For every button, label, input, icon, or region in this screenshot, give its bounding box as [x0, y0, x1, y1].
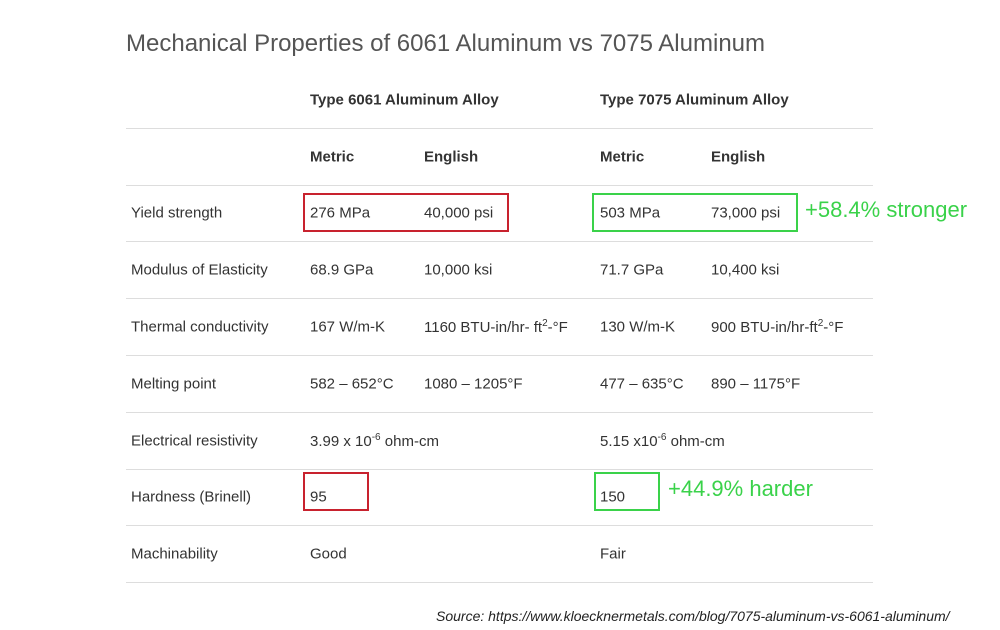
cell-e2: 900 BTU-in/hr-ft2-°F: [711, 318, 843, 336]
cell-label: Yield strength: [131, 204, 223, 222]
cell-part: -°F: [547, 319, 568, 337]
cell-m1: Good: [310, 545, 347, 563]
cell-m2: 71.7 GPa: [600, 261, 664, 279]
cell-label: Melting point: [131, 375, 217, 393]
cell-m2: 477 – 635°C: [600, 375, 684, 393]
header-english-7075: English: [711, 148, 766, 166]
harder-annotation: +44.9% harder: [668, 476, 813, 501]
cell-m1: 68.9 GPa: [310, 261, 374, 279]
table-row: Electrical resistivity 3.99 x 10-6 ohm-cm…: [126, 413, 873, 470]
cell-e1: 1080 – 1205°F: [424, 375, 523, 393]
cell-label: Modulus of Elasticity: [131, 261, 268, 279]
cell-m2: Fair: [600, 545, 626, 563]
table-row: Modulus of Elasticity 68.9 GPa 10,000 ksi 7…: [126, 242, 873, 300]
cell-e2: 10,400 ksi: [711, 261, 780, 279]
header-6061: Type 6061 Aluminum Alloy: [310, 91, 499, 109]
header-english-6061: English: [424, 148, 479, 166]
cell-m2: 5.15 x10-6 ohm-cm: [600, 432, 725, 450]
cell-m2: 150: [600, 488, 626, 506]
cell-m1: 3.99 x 10-6 ohm-cm: [310, 432, 439, 450]
table-row: Yield strength 276 MPa 40,000 psi 503 MPa 73…: [126, 186, 873, 243]
cell-part: 5.15 x10: [600, 432, 658, 450]
source-citation: Source: https://www.kloecknermetals.com/…: [436, 608, 950, 624]
cell-label: Electrical resistivity: [131, 432, 258, 450]
cell-m1: 582 – 652°C: [310, 375, 394, 393]
cell-m2: 503 MPa: [600, 204, 661, 222]
table-row: Thermal conductivity 167 W/m-K 1160 BTU-in…: [126, 299, 873, 356]
table-row: Melting point 582 – 652°C 1080 – 1205°F 477…: [126, 356, 873, 413]
cell-part: -6: [657, 431, 667, 443]
highlight-box-6061-yield: [303, 193, 509, 232]
cell-part: -6: [371, 431, 381, 443]
cell-e1: 40,000 psi: [424, 204, 494, 222]
cell-e1: 1160 BTU-in/hr- ft2-°F: [424, 318, 568, 336]
header-metric-7075: Metric: [600, 148, 645, 166]
cell-part: 2: [542, 318, 548, 330]
highlight-box-6061-hardness: [303, 472, 369, 511]
stronger-annotation: +58.4% stronger: [805, 197, 968, 222]
cell-part: ohm-cm: [666, 432, 725, 450]
properties-table: Type 6061 Aluminum Alloy Type 7075 Alumi…: [126, 72, 873, 584]
table-row: Machinability Good Fair: [126, 526, 873, 584]
cell-m1: 167 W/m-K: [310, 318, 386, 336]
cell-m1: 276 MPa: [310, 204, 371, 222]
header-metric-6061: Metric: [310, 148, 355, 166]
cell-e2: 890 – 1175°F: [711, 375, 801, 393]
cell-e1: 10,000 ksi: [424, 261, 493, 279]
header-7075: Type 7075 Aluminum Alloy: [600, 91, 789, 109]
cell-e2: 73,000 psi: [711, 204, 781, 222]
cell-part: 2: [817, 318, 824, 330]
cell-m1: 95: [310, 488, 327, 506]
cell-part: 1160 BTU-in/hr- ft: [424, 319, 543, 337]
cell-part: ohm-cm: [380, 432, 439, 450]
cell-label: Hardness (Brinell): [131, 488, 252, 506]
cell-m2: 130 W/m-K: [600, 318, 676, 336]
unit-header-row: Metric English Metric English: [126, 129, 873, 186]
cell-label: Machinability: [131, 545, 218, 563]
cell-part: -°F: [823, 319, 844, 337]
table-row: Hardness (Brinell) 95 150: [126, 470, 873, 527]
cell-part: 3.99 x 10: [310, 432, 372, 450]
highlight-box-7075-yield: [592, 193, 798, 232]
highlight-box-7075-hardness: [594, 472, 660, 511]
cell-part: 900 BTU-in/hr-ft: [711, 319, 818, 337]
alloy-header-row: Type 6061 Aluminum Alloy Type 7075 Alumi…: [126, 72, 873, 129]
cell-label: Thermal conductivity: [131, 318, 269, 336]
page-title: Mechanical Properties of 6061 Aluminum v…: [126, 30, 765, 57]
